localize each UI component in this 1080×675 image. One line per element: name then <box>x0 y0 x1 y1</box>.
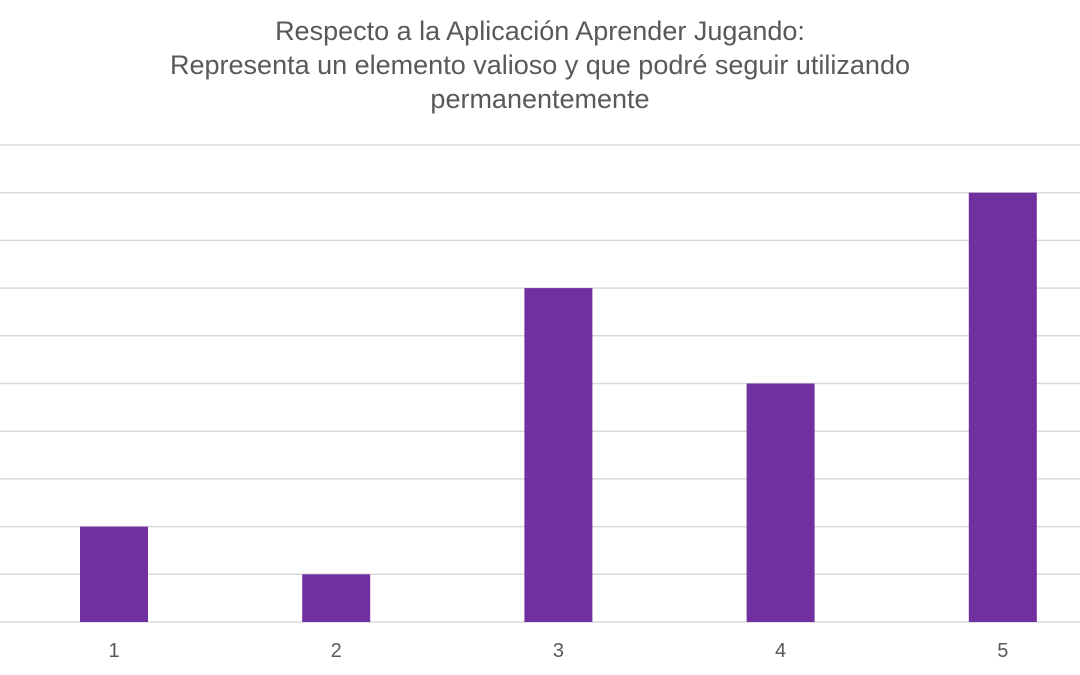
bar-1 <box>80 526 148 622</box>
x-tick-label: 5 <box>997 640 1008 662</box>
bar-4 <box>746 383 815 622</box>
bar-5 <box>968 192 1037 622</box>
x-tick-label: 3 <box>553 640 564 662</box>
bar-3 <box>524 288 593 622</box>
x-tick-label: 2 <box>331 640 342 662</box>
chart-title-line-1: Respecto a la Aplicación Aprender Jugand… <box>275 16 805 46</box>
chart-title: Respecto a la Aplicación Aprender Jugand… <box>0 14 1080 116</box>
chart-title-line-2: Representa un elemento valioso y que pod… <box>170 50 910 80</box>
chart-title-line-3: permanentemente <box>430 84 650 114</box>
x-tick-label: 4 <box>775 640 786 662</box>
bar-2 <box>302 574 371 622</box>
x-tick-label: 1 <box>108 640 119 662</box>
